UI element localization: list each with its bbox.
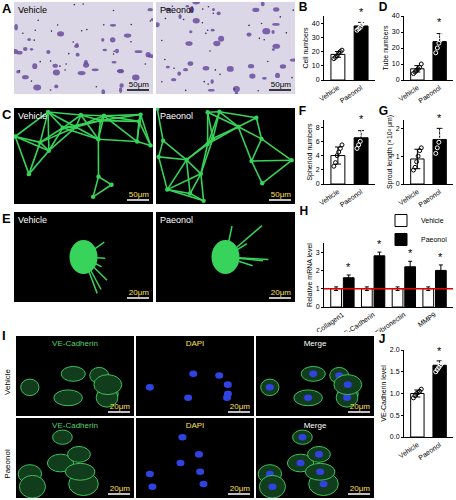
svg-text:20μm: 20μm — [230, 484, 251, 493]
svg-text:Cell numbers: Cell numbers — [302, 27, 309, 69]
svg-text:*: * — [359, 113, 364, 125]
svg-text:Vehicle: Vehicle — [18, 5, 47, 15]
svg-text:20μm: 20μm — [230, 402, 251, 411]
svg-text:2: 2 — [316, 166, 320, 173]
svg-text:B: B — [299, 2, 308, 14]
svg-text:2: 2 — [316, 267, 320, 274]
svg-text:*: * — [346, 261, 351, 273]
svg-text:50μm: 50μm — [271, 190, 292, 199]
svg-text:Tube numbers: Tube numbers — [382, 25, 389, 70]
svg-text:2: 2 — [396, 125, 400, 132]
svg-text:1.0: 1.0 — [390, 390, 400, 397]
svg-text:Paeonol: Paeonol — [160, 111, 193, 121]
svg-text:MMP9: MMP9 — [417, 311, 438, 328]
svg-text:Collagen1: Collagen1 — [315, 311, 345, 332]
svg-text:Vehicle: Vehicle — [18, 111, 47, 121]
svg-text:10: 10 — [392, 60, 400, 67]
svg-text:0: 0 — [396, 180, 400, 187]
svg-text:Paeonol: Paeonol — [417, 188, 442, 208]
svg-text:*: * — [377, 238, 382, 250]
svg-text:Paeonol: Paeonol — [160, 215, 193, 225]
svg-text:0: 0 — [316, 303, 320, 310]
svg-text:8: 8 — [316, 124, 320, 131]
svg-text:*: * — [437, 16, 442, 28]
svg-text:20μm: 20μm — [350, 484, 371, 493]
svg-text:30: 30 — [392, 28, 400, 35]
svg-text:0.0: 0.0 — [390, 433, 400, 440]
svg-text:Paeonol: Paeonol — [339, 188, 364, 208]
svg-text:Vehicle: Vehicle — [397, 188, 420, 207]
svg-text:D: D — [379, 2, 388, 14]
svg-text:0: 0 — [396, 76, 400, 83]
svg-text:30: 30 — [312, 34, 320, 41]
svg-text:*: * — [359, 6, 364, 18]
svg-text:50μm: 50μm — [129, 190, 150, 199]
svg-text:Paeonol: Paeonol — [417, 441, 442, 462]
svg-text:Vehicle: Vehicle — [18, 215, 47, 225]
svg-text:0: 0 — [316, 76, 320, 83]
svg-text:20μm: 20μm — [350, 402, 371, 411]
svg-text:0: 0 — [316, 180, 320, 187]
svg-text:Vehicle: Vehicle — [318, 188, 341, 207]
svg-text:*: * — [437, 345, 442, 357]
svg-text:1.5: 1.5 — [390, 368, 400, 375]
svg-text:20μm: 20μm — [110, 484, 131, 493]
svg-text:2.0: 2.0 — [390, 346, 400, 353]
svg-text:1: 1 — [396, 153, 400, 160]
svg-text:3: 3 — [316, 249, 320, 256]
svg-text:E: E — [2, 211, 11, 226]
svg-text:H: H — [300, 206, 309, 218]
svg-text:Merge: Merge — [304, 339, 327, 348]
svg-text:C: C — [2, 107, 12, 122]
svg-text:*: * — [437, 112, 442, 124]
svg-text:20: 20 — [392, 44, 400, 51]
svg-text:Paeonol: Paeonol — [160, 5, 193, 15]
svg-text:DAPI: DAPI — [186, 339, 205, 348]
svg-text:6: 6 — [316, 138, 320, 145]
svg-text:Paeonol: Paeonol — [339, 84, 364, 104]
svg-text:Paeonol: Paeonol — [421, 236, 447, 243]
svg-text:20μm: 20μm — [110, 402, 131, 411]
svg-text:*: * — [438, 251, 443, 263]
svg-text:J: J — [379, 334, 386, 346]
svg-text:VE-Cadherin: VE-Cadherin — [52, 339, 98, 348]
svg-text:VE-Cadherin level: VE-Cadherin level — [380, 365, 387, 422]
svg-text:VE-Cadherin: VE-Cadherin — [52, 421, 98, 430]
svg-text:20μm: 20μm — [271, 288, 292, 297]
svg-text:Fibronectin: Fibronectin — [374, 311, 406, 332]
svg-text:20μm: 20μm — [129, 288, 150, 297]
svg-text:Merge: Merge — [304, 421, 327, 430]
svg-text:50μm: 50μm — [129, 80, 150, 89]
svg-text:Paeonol: Paeonol — [417, 84, 442, 104]
svg-text:I: I — [2, 328, 6, 343]
svg-text:Vehicle: Vehicle — [3, 369, 12, 395]
svg-text:10: 10 — [312, 62, 320, 69]
svg-text:20: 20 — [312, 48, 320, 55]
svg-text:0.5: 0.5 — [390, 412, 400, 419]
svg-text:Paeonol: Paeonol — [3, 449, 12, 479]
svg-text:DAPI: DAPI — [186, 421, 205, 430]
svg-text:Relative mRNA level: Relative mRNA level — [306, 243, 313, 307]
svg-text:*: * — [408, 247, 413, 259]
svg-text:Spheriod numbers: Spheriod numbers — [306, 123, 314, 181]
svg-text:G: G — [379, 106, 388, 118]
svg-text:Vehicle: Vehicle — [397, 84, 420, 103]
svg-text:Vehicle: Vehicle — [421, 217, 444, 224]
svg-text:Vehicle: Vehicle — [318, 84, 341, 103]
svg-text:Vehicle: Vehicle — [397, 441, 420, 460]
svg-text:Sprout length (×10² μm): Sprout length (×10² μm) — [386, 115, 394, 189]
svg-text:40: 40 — [312, 20, 320, 27]
svg-text:VE-Cadherin: VE-Cadherin — [339, 311, 376, 332]
svg-text:4: 4 — [316, 152, 320, 159]
svg-text:40: 40 — [392, 12, 400, 19]
svg-text:A: A — [2, 1, 12, 16]
svg-text:F: F — [299, 106, 306, 118]
svg-text:1: 1 — [316, 285, 320, 292]
svg-text:50μm: 50μm — [271, 80, 292, 89]
